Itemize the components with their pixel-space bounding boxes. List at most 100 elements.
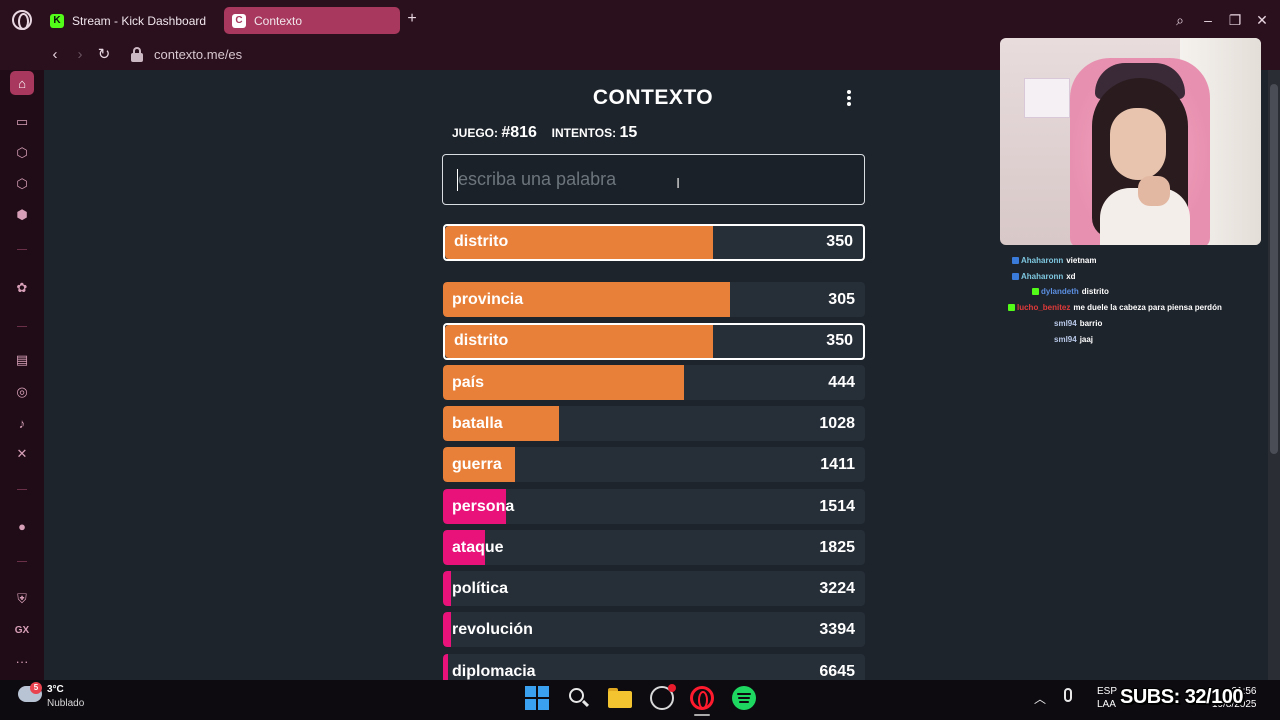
guess-rank: 3394 [819,621,855,639]
chat-badge-icon [1032,288,1039,296]
sidebar-divider [17,561,27,562]
guess-word: país [452,373,485,391]
chat-text: me duele la cabeza para piensa perdón [1073,303,1222,313]
chat-username: Ahaharonn [1021,256,1064,265]
tiktok-icon[interactable]: ♪ [18,415,26,431]
opera-gx-icon[interactable] [690,686,714,710]
guess-row: batalla 1028 [443,405,865,441]
file-explorer-icon[interactable] [608,686,632,710]
close-window-icon[interactable]: ✕ [1256,12,1268,28]
proximity-bar [443,364,684,400]
chat-username: dylandeth [1041,287,1079,297]
game-stats: JUEGO: #816 INTENTOS: 15 [452,124,637,142]
weather-description[interactable]: Nublado [47,698,85,709]
chat-text: xd [1066,271,1076,281]
twitch-icon[interactable]: ▤ [15,352,29,367]
microphone-icon[interactable] [1064,688,1072,702]
guess-word: distrito [454,332,509,350]
opera-logo-icon[interactable] [12,10,32,30]
text-cursor-icon: I [676,175,681,192]
chat-badge-icon [1008,304,1015,312]
spotify-icon[interactable] [732,686,756,710]
chat-message: lucho_benitez me duele la cabeza para pie… [1008,302,1222,314]
chat-message: Ahaharonn xd [1012,271,1076,283]
aria-icon[interactable]: ⬡ [16,176,28,191]
chat-username: sml94 [1054,334,1077,344]
record-icon[interactable]: ● [18,518,26,534]
page-title: CONTEXTO [592,86,714,109]
chat-message: dylandeth distrito [1032,286,1109,298]
proximity-bar [445,226,713,259]
chat-username: lucho_benitez [1017,303,1071,313]
tray-chevron-up-icon[interactable]: ︿ [1034,692,1047,706]
reload-icon[interactable]: ↻ [97,46,111,63]
windows-start-icon[interactable] [525,686,549,710]
sidebar-divider [17,326,27,327]
x-icon[interactable]: ✕ [16,446,28,461]
word-input[interactable]: escriba una palabra [442,154,865,205]
contexto-icon: C [232,13,246,28]
proximity-bar [443,529,486,565]
shield-icon[interactable]: ⛨ [17,591,27,606]
game-number: #816 [501,124,537,141]
last-guess-row: distrito 350 [443,224,865,261]
guess-word: batalla [452,414,503,432]
search-icon[interactable] [567,686,591,710]
active-app-indicator [694,714,710,716]
scrollbar-thumb[interactable] [1270,84,1278,454]
tab-kick-dashboard[interactable]: K Stream - Kick Dashboard [42,7,218,34]
guess-word: guerra [452,456,502,474]
language-indicator[interactable]: ESP LAA [1097,685,1117,711]
cube-icon[interactable]: ⬡ [16,145,28,160]
clock-time: 21:56 [1231,686,1257,697]
proximity-bar [443,653,449,689]
guess-word: política [452,580,509,598]
guess-row: revolución 3394 [443,612,865,648]
chatgpt-icon[interactable]: ✿ [16,280,28,295]
back-arrow-icon[interactable]: ‹ [52,46,58,63]
guess-rank: 1028 [819,414,855,432]
tab-label: Stream - Kick Dashboard [72,13,207,28]
game-controller-icon[interactable]: ▭ [15,114,29,129]
guess-word: distrito [454,233,509,250]
minimize-icon[interactable]: – [1204,12,1212,28]
windows-taskbar [0,680,1280,720]
guess-rank: 444 [828,373,855,391]
guess-word: revolución [452,621,533,639]
guess-rank: 350 [826,332,853,350]
chat-text: barrio [1079,318,1103,328]
lock-icon[interactable] [130,46,144,64]
proximity-bar [443,447,515,483]
forward-arrow-icon[interactable]: › [77,46,83,63]
proximity-bar [443,488,507,524]
search-tabs-icon[interactable]: ⌕ [1176,12,1184,28]
chat-username: Ahaharonn [1021,271,1064,281]
guess-row: persona 1514 [443,488,865,524]
guess-rank: 1514 [819,497,855,515]
kebab-menu-icon[interactable] [846,90,852,106]
browser-tab-bar: K Stream - Kick Dashboard C Contexto + ⌕… [0,0,1280,40]
system-clock[interactable]: 21:56 19/8/2025 [1212,685,1257,711]
instagram-icon[interactable]: ◎ [16,384,28,399]
guess-word: provincia [452,291,524,308]
maximize-icon[interactable]: ❐ [1228,12,1242,28]
guess-rank: 305 [828,291,855,308]
new-tab-plus-icon[interactable]: + [407,10,417,27]
chat-badge-icon [1012,257,1019,264]
url-field[interactable]: contexto.me/es [154,47,243,62]
weather-temperature[interactable]: 3°C [47,684,64,695]
gx-icon[interactable]: GX [14,624,30,636]
home-icon[interactable]: ⌂ [10,71,34,95]
proximity-bar [445,325,713,359]
chat-message: sml94 jaaj [1054,334,1093,346]
guess-row: guerra 1411 [443,447,865,483]
chat-message: sml94 barrio [1054,318,1102,330]
app-icon[interactable] [650,684,676,710]
tab-contexto[interactable]: C Contexto [224,7,400,34]
guess-rank: 3224 [819,580,855,598]
hexagon-icon[interactable]: ⬢ [16,207,28,222]
more-icon[interactable]: ··· [15,653,29,669]
sidebar-divider [17,489,27,490]
proximity-bar [443,405,560,441]
